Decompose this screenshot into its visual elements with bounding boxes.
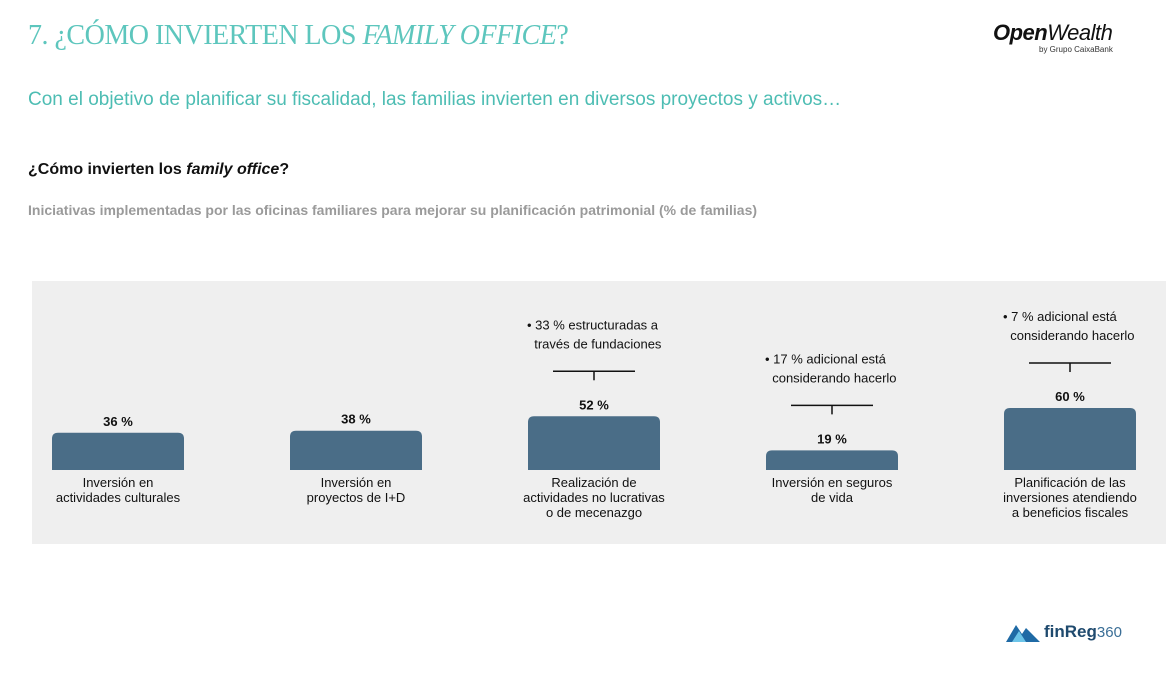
bar-chart: 36 % Inversión en actividades culturales 38… [32, 281, 1166, 544]
bar-5 [1004, 408, 1136, 470]
page-subtitle: Con el objetivo de planificar su fiscali… [28, 89, 842, 110]
category-label-4-line-1: Inversión en seguros [772, 475, 893, 490]
title-suffix: ? [556, 20, 569, 51]
section-question: ¿Cómo invierten los family office? [28, 161, 289, 179]
category-label-2-line-1: Inversión en [321, 475, 392, 490]
annotation-text-3-line-1: • 33 % estructuradas a [527, 317, 659, 332]
finreg-logo-name: finReg [1044, 622, 1097, 641]
openwealth-logo-name: OpenWealth [993, 22, 1133, 44]
finreg-logo-text: finReg360 [1044, 622, 1122, 642]
title-prefix: 7. ¿CÓMO INVIERTEN LOS [28, 20, 363, 51]
finreg-logo: finReg360 [1006, 622, 1122, 642]
value-label-3: 52 % [579, 397, 609, 412]
bar-2 [290, 430, 422, 470]
value-label-5: 60 % [1055, 389, 1085, 404]
annotation-text-4-line-2: considerando hacerlo [765, 370, 897, 385]
finreg-logo-number: 360 [1096, 624, 1122, 641]
question-suffix: ? [279, 161, 290, 178]
openwealth-logo-subtitle: by Grupo CaixaBank [1039, 45, 1113, 54]
chart-caption: Iniciativas implementadas por las oficin… [28, 202, 758, 218]
category-label-4-line-2: de vida [811, 490, 854, 505]
category-label-5-line-1: Planificación de las [1014, 475, 1126, 490]
openwealth-logo-bold: Open [993, 20, 1048, 45]
category-label-3-line-1: Realización de [551, 475, 636, 490]
openwealth-logo: OpenWealth by Grupo CaixaBank [993, 22, 1133, 55]
question-prefix: ¿Cómo invierten los [28, 161, 187, 178]
category-label-1-line-1: Inversión en [83, 475, 154, 490]
category-label-2-line-2: proyectos de I+D [307, 490, 406, 505]
finreg-mountain-icon [1006, 625, 1040, 642]
category-label-3-line-3: o de mecenazgo [546, 505, 642, 520]
category-label-5-line-3: a beneficios fiscales [1012, 505, 1129, 520]
category-label-1-line-2: actividades culturales [56, 490, 181, 505]
value-label-4: 19 % [817, 431, 847, 446]
category-label-3-line-2: actividades no lucrativas [523, 490, 665, 505]
category-label-5-line-2: inversiones atendiendo [1003, 490, 1137, 505]
value-label-1: 36 % [103, 414, 133, 429]
annotation-text-4-line-1: • 17 % adicional está [765, 351, 887, 366]
bar-4 [766, 450, 898, 470]
bar-1 [52, 432, 184, 470]
value-label-2: 38 % [341, 412, 371, 427]
openwealth-logo-rest: Wealth [1047, 20, 1113, 45]
title-italic: FAMILY OFFICE [362, 20, 557, 51]
annotation-text-5-line-1: • 7 % adicional está [1003, 309, 1117, 324]
annotation-text-3-line-2: través de fundaciones [527, 336, 662, 351]
bar-3 [528, 416, 660, 470]
question-italic: family office [186, 161, 280, 178]
annotation-text-5-line-2: considerando hacerlo [1003, 328, 1135, 343]
page-title: 7. ¿CÓMO INVIERTEN LOS FAMILY OFFICE? [28, 20, 569, 52]
